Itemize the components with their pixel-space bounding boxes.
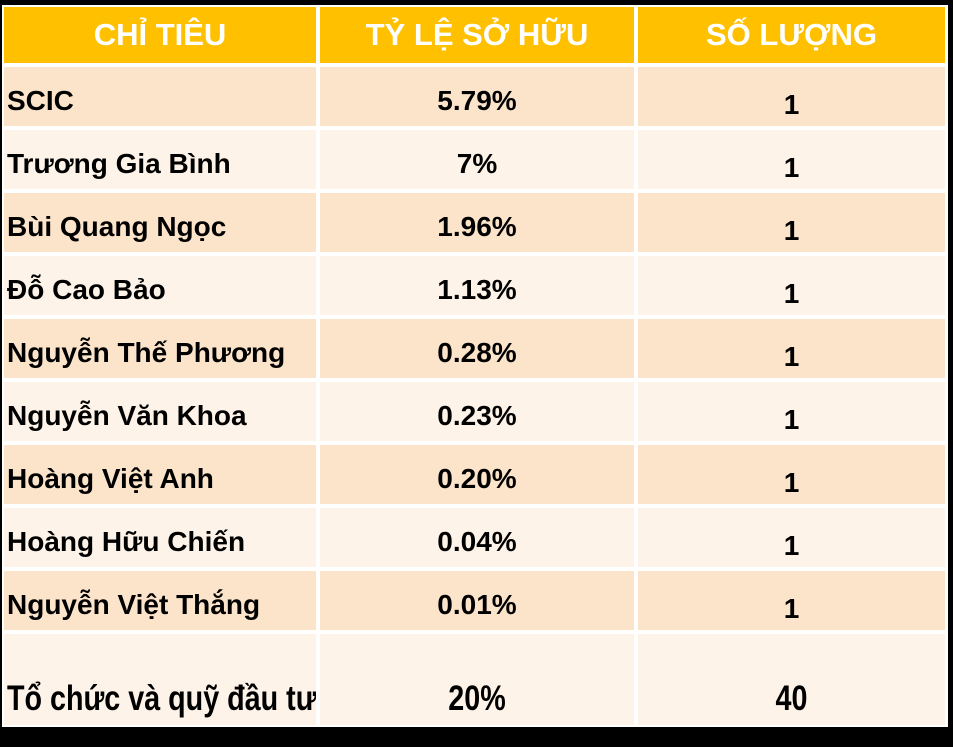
- cell-value: Nguyễn Việt Thắng: [7, 589, 261, 621]
- cell-value: Nguyễn Thế Phương: [7, 337, 286, 369]
- column-header-label: SỐ LƯỢNG: [706, 16, 877, 52]
- cell-value: 1.13%: [437, 274, 517, 306]
- cell-value: 20%: [448, 678, 506, 718]
- cell-value: 1.96%: [437, 211, 517, 243]
- cell-shareholder-name: Nguyễn Văn Khoa: [4, 382, 316, 441]
- cell-value: Hoàng Hữu Chiến: [7, 526, 246, 558]
- cell-shareholder-name: Đỗ Cao Bảo: [4, 256, 316, 315]
- cell-quantity: 1: [638, 130, 945, 189]
- cell-ownership-percent: 1.96%: [320, 193, 634, 252]
- cell-value: Trương Gia Bình: [7, 148, 231, 180]
- cell-quantity: 1: [638, 193, 945, 252]
- cell-value: Tổ chức và quỹ đầu tư: [7, 678, 316, 718]
- cell-value: 1: [783, 341, 800, 373]
- cell-value: 40: [775, 678, 808, 718]
- cell-ownership-percent: 0.23%: [320, 382, 634, 441]
- cell-shareholder-name: Bùi Quang Ngọc: [4, 193, 316, 252]
- cell-value: 1: [783, 215, 800, 247]
- cell-value: 0.23%: [437, 400, 517, 432]
- cell-ownership-percent: 5.79%: [320, 67, 634, 126]
- cell-quantity: 1: [638, 508, 945, 567]
- cell-quantity: 1: [638, 67, 945, 126]
- column-header-so-luong: SỐ LƯỢNG: [638, 7, 945, 63]
- column-header-chi-tieu: CHỈ TIÊU: [4, 7, 316, 63]
- cell-value: 0.04%: [437, 526, 517, 558]
- column-header-ty-le-so-huu: TỶ LỆ SỞ HỮU: [320, 7, 634, 63]
- cell-value: 1: [783, 404, 800, 436]
- cell-value: 5.79%: [437, 85, 517, 117]
- cell-shareholder-name: Nguyễn Thế Phương: [4, 319, 316, 378]
- cell-value: 1: [783, 530, 800, 562]
- cell-ownership-percent: 0.20%: [320, 445, 634, 504]
- cell-quantity: 1: [638, 571, 945, 630]
- cell-quantity: 1: [638, 319, 945, 378]
- cell-ownership-percent: 0.01%: [320, 571, 634, 630]
- cell-ownership-percent: 7%: [320, 130, 634, 189]
- cell-shareholder-name: Trương Gia Bình: [4, 130, 316, 189]
- cell-value: SCIC: [7, 85, 74, 117]
- cell-shareholder-name: Tổ chức và quỹ đầu tư: [4, 634, 316, 725]
- cell-value: 1: [783, 467, 800, 499]
- cell-ownership-percent: 1.13%: [320, 256, 634, 315]
- cell-quantity: 40: [638, 634, 945, 725]
- cell-shareholder-name: Hoàng Hữu Chiến: [4, 508, 316, 567]
- cell-shareholder-name: SCIC: [4, 67, 316, 126]
- cell-ownership-percent: 0.04%: [320, 508, 634, 567]
- cell-value: 1: [783, 278, 800, 310]
- cell-ownership-percent: 0.28%: [320, 319, 634, 378]
- column-header-label: CHỈ TIÊU: [93, 16, 227, 52]
- cell-ownership-percent: 20%: [320, 634, 634, 725]
- cell-value: Bùi Quang Ngọc: [7, 211, 227, 243]
- cell-shareholder-name: Nguyễn Việt Thắng: [4, 571, 316, 630]
- cell-quantity: 1: [638, 256, 945, 315]
- cell-value: 0.28%: [437, 337, 517, 369]
- cell-value: 1: [783, 152, 800, 184]
- cell-value: 1: [783, 593, 800, 625]
- cell-quantity: 1: [638, 445, 945, 504]
- table-canvas: CHỈ TIÊU TỶ LỆ SỞ HỮU SỐ LƯỢNG SCIC 5.79…: [2, 5, 948, 727]
- column-header-label: TỶ LỆ SỞ HỮU: [365, 16, 589, 52]
- cell-value: 0.20%: [437, 463, 517, 495]
- cell-shareholder-name: Hoàng Việt Anh: [4, 445, 316, 504]
- ownership-table: CHỈ TIÊU TỶ LỆ SỞ HỮU SỐ LƯỢNG SCIC 5.79…: [4, 7, 945, 725]
- cell-value: Hoàng Việt Anh: [7, 463, 214, 495]
- cell-value: 1: [783, 89, 800, 121]
- cell-value: 0.01%: [437, 589, 517, 621]
- cell-value: 7%: [456, 148, 498, 180]
- cell-value: Nguyễn Văn Khoa: [7, 400, 247, 432]
- cell-quantity: 1: [638, 382, 945, 441]
- cell-value: Đỗ Cao Bảo: [7, 274, 166, 306]
